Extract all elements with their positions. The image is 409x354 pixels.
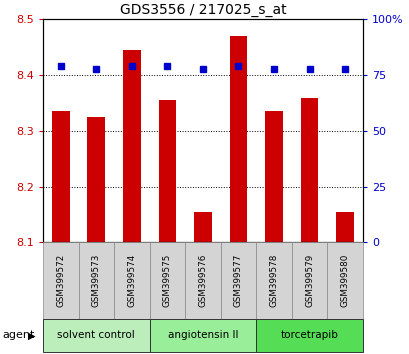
Text: GSM399573: GSM399573 — [92, 254, 101, 307]
Text: GSM399577: GSM399577 — [234, 254, 243, 307]
Text: GSM399574: GSM399574 — [127, 254, 136, 307]
Bar — [265, 112, 282, 242]
Bar — [193, 212, 211, 242]
Text: solvent control: solvent control — [57, 330, 135, 341]
Bar — [87, 117, 105, 242]
Text: agent: agent — [2, 330, 34, 341]
Bar — [158, 100, 176, 242]
Text: transformed count: transformed count — [58, 326, 149, 336]
Text: ▶: ▶ — [28, 330, 35, 341]
Text: GSM399576: GSM399576 — [198, 254, 207, 307]
Title: GDS3556 / 217025_s_at: GDS3556 / 217025_s_at — [119, 3, 285, 17]
Text: ■: ■ — [43, 340, 52, 350]
Bar — [300, 98, 318, 242]
Text: GSM399579: GSM399579 — [304, 254, 313, 307]
Text: ■: ■ — [43, 326, 52, 336]
Bar — [52, 112, 70, 242]
Bar — [229, 36, 247, 242]
Bar — [123, 50, 140, 242]
Text: GSM399578: GSM399578 — [269, 254, 278, 307]
Text: GSM399572: GSM399572 — [56, 254, 65, 307]
Text: percentile rank within the sample: percentile rank within the sample — [58, 340, 223, 350]
Bar — [335, 212, 353, 242]
Text: GSM399580: GSM399580 — [340, 254, 349, 307]
Text: GSM399575: GSM399575 — [162, 254, 171, 307]
Text: torcetrapib: torcetrapib — [280, 330, 338, 341]
Text: angiotensin II: angiotensin II — [167, 330, 238, 341]
